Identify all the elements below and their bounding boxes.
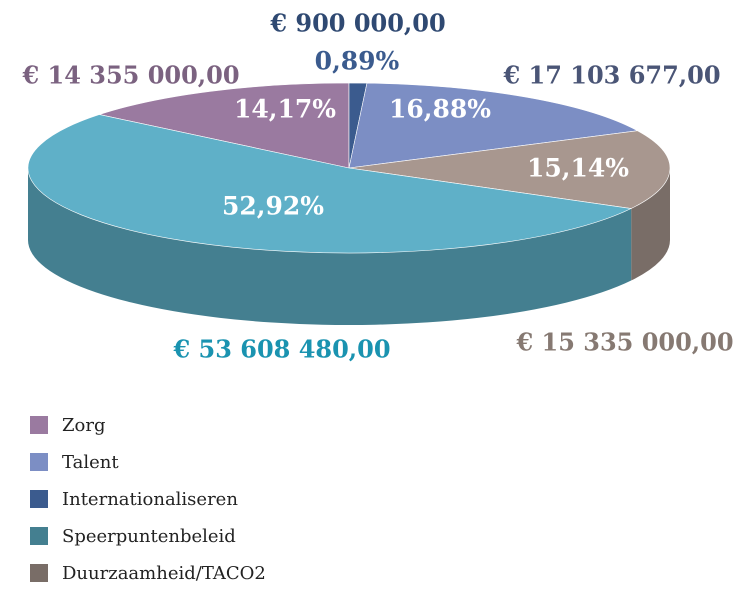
legend-swatch: [30, 453, 48, 471]
legend-swatch: [30, 564, 48, 582]
legend-label: Speerpuntenbeleid: [62, 526, 236, 547]
slice: [27, 114, 633, 254]
amount-label: € 17 103 677,00: [502, 61, 720, 90]
amount-label: € 15 335 000,00: [515, 328, 733, 357]
legend-label: Talent: [62, 452, 119, 473]
legend-label: Internationaliseren: [62, 489, 238, 510]
value-label: 0,89%: [315, 47, 400, 76]
amount-label: € 53 608 480,00: [172, 335, 390, 364]
slice: [98, 82, 350, 169]
value-label: 15,14%: [527, 154, 629, 183]
value-label: 14,17%: [234, 95, 336, 124]
legend-label: Zorg: [62, 415, 105, 436]
slice-side: [28, 168, 632, 325]
legend-label: Duurzaamheid/TACO2: [62, 563, 266, 584]
slice: [348, 130, 671, 209]
value-label: 16,88%: [389, 95, 491, 124]
slice-side: [631, 168, 670, 281]
legend-swatch: [30, 416, 48, 434]
legend-swatch: [30, 490, 48, 508]
legend-swatch: [30, 527, 48, 545]
value-label: 52,92%: [222, 192, 324, 221]
amount-label: € 14 355 000,00: [21, 61, 239, 90]
amount-label: € 900 000,00: [269, 9, 445, 38]
slice: [348, 82, 639, 169]
